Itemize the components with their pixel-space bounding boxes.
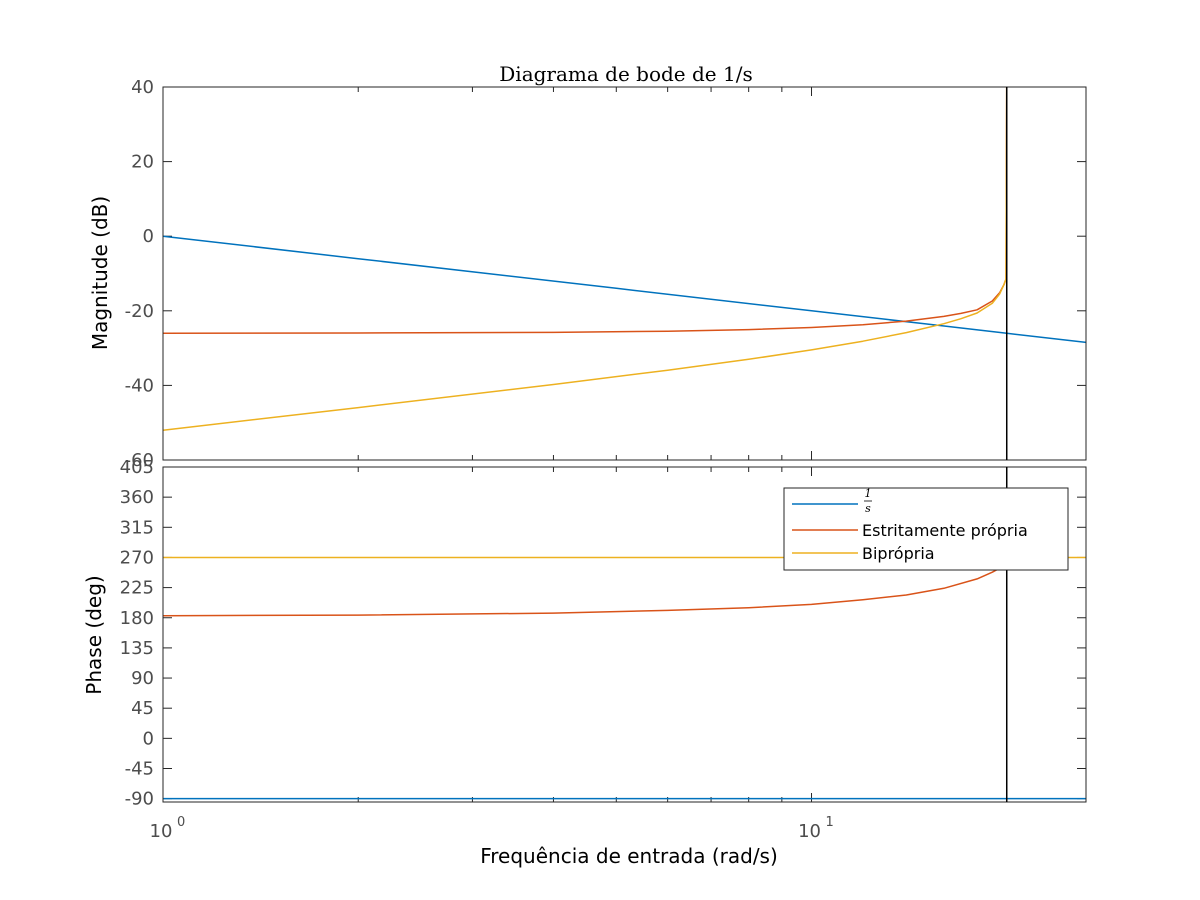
x-tick-label: 10 [150,821,173,842]
y-tick-label: 225 [120,578,154,599]
magnitude-plot-area [163,87,1086,460]
y-tick-label: 135 [120,638,154,659]
legend-box [783,487,1069,571]
y-tick-label: -40 [125,375,154,396]
phase-y-label: Phase (deg) [82,575,106,694]
legend-label-1s: 1 s [864,487,872,515]
legend-label-bipropria: Biprópria [862,544,935,563]
legend-label-estritamente: Estritamente própria [862,521,1028,540]
y-tick-label: 405 [120,457,154,478]
legend: 1 s Estritamente própria Biprópria [783,487,1069,571]
y-tick-label: 315 [120,517,154,538]
y-tick-label: -60 [125,450,154,471]
y-tick-label: 40 [131,77,154,98]
x-tick-exponent: 0 [177,815,185,830]
x-tick-labels: 10 0 10 1 [150,815,834,842]
x-tick-label: 10 [798,821,821,842]
y-tick-label: 180 [120,608,154,629]
magnitude-y-label: Magnitude (dB) [88,196,112,350]
chart-title: Diagrama de bode de 1/s [499,62,752,86]
y-tick-label: 20 [131,152,154,173]
x-axis-label: Frequência de entrada (rad/s) [480,844,778,868]
phase-y-ticks: 405 360 315 270 225 180 135 90 45 0 -45 -90 [120,457,1086,810]
y-tick-label: -45 [125,759,154,780]
y-tick-label: 270 [120,547,154,568]
y-tick-label: 90 [131,668,154,689]
y-tick-label: 0 [143,728,154,749]
y-tick-label: 360 [120,487,154,508]
magnitude-panel: 40 20 0 -20 -40 -60 Magnitude (dB) [88,77,1087,471]
svg-text:s: s [865,502,871,515]
y-tick-label: -90 [125,789,154,810]
y-tick-label: -20 [125,301,154,322]
series-line [162,86,1008,431]
x-tick-exponent: 1 [826,815,834,830]
phase-frame [162,466,1087,803]
y-tick-label: 0 [143,226,154,247]
magnitude-frame [162,86,1087,461]
y-tick-label: 45 [131,698,154,719]
svg-text:1: 1 [865,487,872,500]
